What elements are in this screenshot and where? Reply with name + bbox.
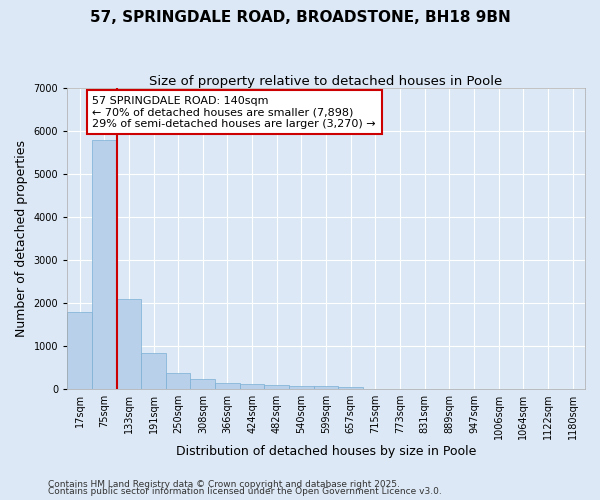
- Text: Contains HM Land Registry data © Crown copyright and database right 2025.: Contains HM Land Registry data © Crown c…: [48, 480, 400, 489]
- Bar: [67, 312, 92, 388]
- Bar: [215, 383, 240, 388]
- Bar: [314, 386, 338, 388]
- Bar: [190, 379, 215, 388]
- Bar: [166, 372, 190, 388]
- Y-axis label: Number of detached properties: Number of detached properties: [15, 140, 28, 337]
- Bar: [289, 386, 314, 388]
- Bar: [141, 354, 166, 388]
- X-axis label: Distribution of detached houses by size in Poole: Distribution of detached houses by size …: [176, 444, 476, 458]
- Text: 57, SPRINGDALE ROAD, BROADSTONE, BH18 9BN: 57, SPRINGDALE ROAD, BROADSTONE, BH18 9B…: [89, 10, 511, 25]
- Bar: [265, 385, 289, 388]
- Bar: [116, 300, 141, 388]
- Text: 57 SPRINGDALE ROAD: 140sqm
← 70% of detached houses are smaller (7,898)
29% of s: 57 SPRINGDALE ROAD: 140sqm ← 70% of deta…: [92, 96, 376, 129]
- Bar: [240, 384, 265, 388]
- Title: Size of property relative to detached houses in Poole: Size of property relative to detached ho…: [149, 75, 503, 88]
- Bar: [92, 140, 116, 388]
- Text: Contains public sector information licensed under the Open Government Licence v3: Contains public sector information licen…: [48, 487, 442, 496]
